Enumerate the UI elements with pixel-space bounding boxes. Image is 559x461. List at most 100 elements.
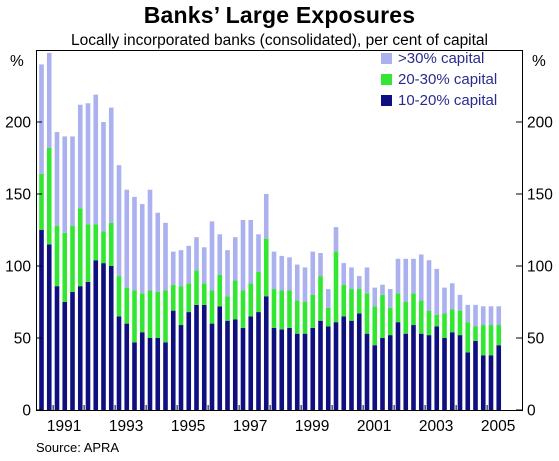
bar->30-16 [163, 222, 168, 291]
bar->30-3 [62, 136, 68, 233]
bar->30-44 [380, 284, 385, 295]
bar-10-20-51 [434, 326, 440, 410]
bar->30-29 [263, 194, 269, 239]
legend: >30% capital 20-30% capital 10-20% capital [381, 50, 497, 109]
bar->30-7 [93, 94, 99, 225]
legend-label-20-30: 20-30% capital [398, 71, 497, 88]
y-tick-label-right-0: 0 [527, 403, 536, 420]
bar->30-19 [186, 245, 192, 284]
bar->30-2 [54, 132, 60, 226]
bar->30-54 [457, 294, 463, 311]
bar-10-20-36 [318, 320, 323, 410]
x-tick-label-1995: 1995 [171, 418, 205, 435]
bar-20-30-0 [39, 173, 44, 230]
bar-20-30-29 [263, 238, 269, 297]
bar-10-20-35 [310, 327, 316, 410]
bar-10-20-56 [473, 340, 478, 410]
bar-10-20-19 [186, 312, 192, 410]
bar-10-20-13 [139, 332, 145, 410]
bar-20-30-4 [70, 225, 75, 292]
bar-20-30-38 [333, 251, 339, 323]
bar-10-20-24 [225, 320, 230, 410]
bar-10-20-25 [232, 319, 238, 410]
bar-10-20-23 [217, 306, 223, 410]
chart-title: Banks’ Large Exposures [143, 2, 416, 28]
bar->30-57 [480, 306, 486, 326]
bar-10-20-5 [77, 286, 83, 410]
bar->30-26 [240, 219, 246, 291]
bar-10-20-2 [54, 286, 60, 410]
bar-10-20-54 [457, 335, 463, 410]
bar->30-17 [170, 251, 176, 285]
bar-10-20-3 [62, 302, 68, 410]
bar-10-20-42 [364, 333, 370, 410]
legend-swatch-20-30 [381, 74, 392, 85]
y-tick-label-left-150: 150 [5, 187, 31, 204]
bar-layer [39, 52, 502, 410]
bar-20-30-45 [387, 307, 393, 336]
bar-10-20-21 [201, 304, 207, 410]
bar-20-30-26 [240, 290, 246, 328]
bar->30-33 [294, 264, 300, 301]
bar-20-30-41 [356, 289, 362, 314]
bar-20-30-10 [116, 276, 122, 317]
bar-10-20-45 [387, 335, 393, 410]
bar-20-30-25 [232, 280, 238, 320]
legend-label-10-20: 10-20% capital [398, 92, 497, 109]
x-tick-label-1993: 1993 [109, 418, 143, 435]
bar-20-30-7 [93, 224, 99, 261]
y-tick-label-left-200: 200 [5, 115, 31, 132]
bar-20-30-51 [434, 314, 440, 327]
bar->30-58 [488, 306, 494, 326]
legend-label->30: >30% capital [398, 50, 484, 67]
bar-20-30-58 [488, 325, 494, 356]
bar-20-30-39 [341, 284, 347, 317]
bar-20-30-32 [287, 290, 292, 328]
bar-20-30-1 [46, 147, 52, 245]
bar-10-20-7 [93, 260, 99, 410]
bar-20-30-46 [395, 293, 401, 323]
bar-10-20-0 [39, 230, 44, 410]
bar->30-24 [225, 250, 230, 297]
bar-20-30-21 [201, 283, 207, 305]
bar-20-30-35 [310, 294, 316, 328]
bar-20-30-54 [457, 310, 463, 336]
x-tick-label-2001: 2001 [357, 418, 391, 435]
bar-10-20-12 [132, 342, 137, 410]
y-tick-label-right-100: 100 [527, 259, 553, 276]
bar-10-20-27 [248, 316, 254, 410]
bar->30-46 [395, 258, 401, 294]
bar-10-20-26 [240, 327, 246, 410]
legend-swatch->30 [381, 53, 392, 64]
bar-20-30-12 [132, 290, 137, 343]
bar->30-55 [465, 304, 471, 323]
bar-20-30-19 [186, 283, 192, 313]
bar-10-20-18 [178, 325, 184, 410]
bar-10-20-41 [356, 313, 362, 410]
y-unit-right: % [532, 53, 546, 70]
bar->30-13 [139, 204, 145, 294]
bar->30-18 [178, 250, 184, 287]
bar-10-20-15 [155, 338, 161, 410]
bar-20-30-18 [178, 286, 184, 326]
bar-20-30-23 [217, 274, 223, 307]
bar-20-30-9 [108, 222, 114, 266]
bar-10-20-48 [411, 325, 416, 410]
bar->30-49 [418, 254, 424, 301]
bar->30-8 [101, 122, 106, 232]
bar-10-20-57 [480, 355, 486, 410]
bar-20-30-13 [139, 293, 145, 333]
bar-20-30-59 [496, 325, 502, 346]
bar-10-20-1 [46, 244, 52, 410]
bar-20-30-49 [418, 300, 424, 334]
x-tick-label-1999: 1999 [295, 418, 329, 435]
bar-20-30-6 [85, 224, 91, 282]
bar-20-30-14 [147, 290, 153, 338]
y-tick-label-right-150: 150 [527, 187, 553, 204]
bar->30-45 [387, 289, 393, 308]
bar-20-30-52 [442, 313, 447, 338]
bar-20-30-30 [271, 289, 277, 328]
y-tick-label-right-200: 200 [527, 115, 553, 132]
bar-10-20-29 [263, 296, 269, 410]
